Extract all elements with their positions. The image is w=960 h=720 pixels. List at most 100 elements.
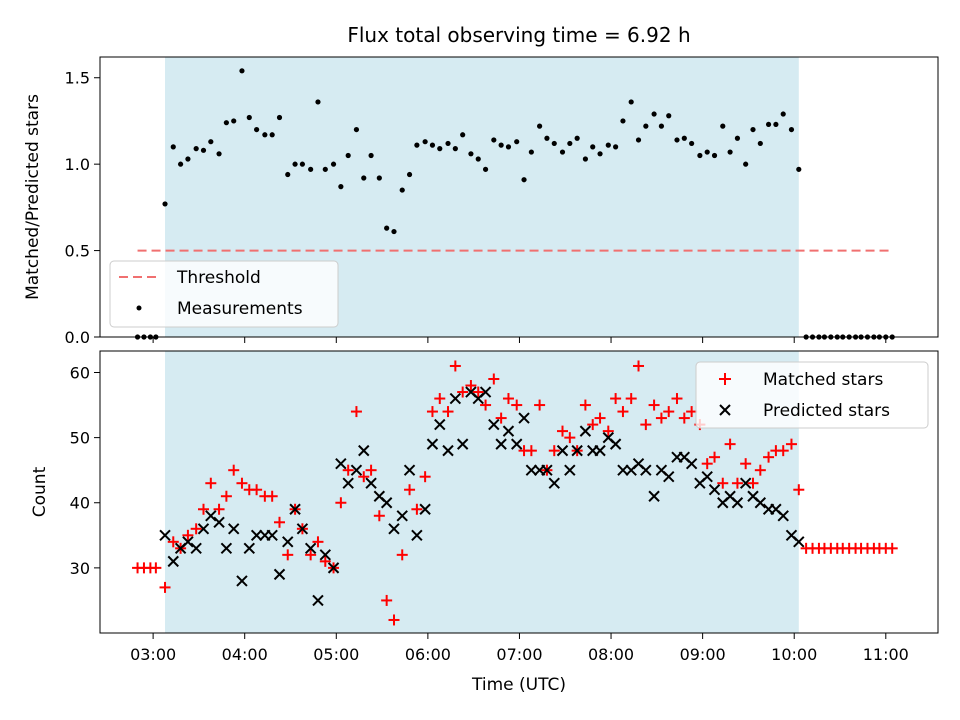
x-tick-label: 05:00 xyxy=(313,645,359,664)
predicted-point xyxy=(495,438,507,450)
measurement-point xyxy=(208,139,214,145)
predicted-point xyxy=(266,529,278,542)
measurement-point xyxy=(514,139,520,145)
measurement-point xyxy=(468,151,474,157)
y-tick-label: 1.5 xyxy=(65,69,90,88)
matched-point xyxy=(534,399,546,411)
predicted-point xyxy=(411,529,423,542)
legend-predicted-label: Predicted stars xyxy=(763,401,890,421)
predicted-point xyxy=(548,477,560,489)
predicted-point xyxy=(182,536,194,548)
predicted-point xyxy=(479,386,492,398)
predicted-point xyxy=(739,477,752,489)
predicted-point xyxy=(312,594,324,607)
matched-point xyxy=(251,484,263,496)
predicted-point xyxy=(396,510,408,522)
measurement-point xyxy=(162,201,168,207)
predicted-point xyxy=(685,457,698,470)
measurement-point xyxy=(643,123,649,129)
measurement-point xyxy=(788,126,795,133)
measurement-point xyxy=(734,135,741,141)
predicted-point xyxy=(708,484,721,496)
measurement-point xyxy=(185,156,191,162)
measurement-point xyxy=(537,123,543,129)
measurement-point xyxy=(780,111,786,117)
measurement-point xyxy=(796,166,802,172)
matched-point xyxy=(640,419,652,431)
predicted-point xyxy=(289,503,301,515)
predicted-point xyxy=(571,444,583,457)
matched-point xyxy=(228,464,240,476)
predicted-points xyxy=(159,386,805,607)
measurement-point xyxy=(475,156,481,162)
bottom-shaded-span xyxy=(165,351,799,633)
predicted-point xyxy=(205,510,217,522)
measurement-point xyxy=(482,166,489,172)
measurement-point xyxy=(720,123,726,129)
measurement-point xyxy=(414,142,420,148)
predicted-point xyxy=(319,549,332,561)
measurement-point xyxy=(452,146,458,152)
predicted-point xyxy=(511,438,523,450)
matched-point xyxy=(480,399,492,411)
matched-point xyxy=(724,438,736,450)
matched-point xyxy=(793,484,805,496)
predicted-point xyxy=(273,568,286,581)
measurement-point xyxy=(551,140,557,147)
measurement-point xyxy=(590,144,596,150)
predicted-point xyxy=(167,555,179,568)
matched-point xyxy=(557,425,569,437)
top-y-axis-label: Matched/Predicted stars xyxy=(23,94,43,300)
measurement-point xyxy=(231,118,237,124)
matched-point xyxy=(488,373,500,385)
legend-threshold-label: Threshold xyxy=(176,268,261,288)
matched-point xyxy=(220,490,232,502)
predicted-point xyxy=(426,438,439,450)
matched-point xyxy=(579,399,591,411)
matched-point xyxy=(686,406,698,418)
measurement-point xyxy=(582,156,588,162)
measurement-point xyxy=(308,166,314,172)
measurement-point xyxy=(391,228,397,235)
matched-point xyxy=(785,438,797,450)
matched-point xyxy=(396,549,408,561)
x-tick-label: 04:00 xyxy=(222,645,268,664)
matched-points xyxy=(132,360,898,626)
legend-measurements-swatch xyxy=(136,305,142,311)
predicted-point xyxy=(388,523,400,535)
predicted-point xyxy=(754,497,767,509)
measurement-point xyxy=(345,152,351,159)
measurement-point xyxy=(422,139,428,145)
matched-point xyxy=(625,393,637,405)
matched-point xyxy=(434,393,446,405)
measurement-point xyxy=(689,140,695,147)
measurement-point xyxy=(399,187,405,193)
matched-point xyxy=(587,419,599,431)
measurement-points xyxy=(134,68,895,340)
matched-point xyxy=(502,393,514,405)
measurement-point xyxy=(750,126,756,133)
measurement-point xyxy=(528,149,534,155)
measurement-point xyxy=(757,140,763,147)
matched-point xyxy=(319,555,331,567)
matched-point xyxy=(404,484,416,496)
measurement-point xyxy=(200,147,207,153)
predicted-point xyxy=(449,392,462,405)
predicted-point xyxy=(358,444,370,457)
matched-point xyxy=(419,471,431,483)
measurement-point xyxy=(674,137,680,143)
predicted-point xyxy=(250,529,263,542)
matched-point xyxy=(717,477,729,489)
matched-point xyxy=(182,529,194,541)
measurement-point xyxy=(322,166,328,172)
top-x-ticks xyxy=(152,337,887,343)
measurement-point xyxy=(711,152,718,159)
matched-point xyxy=(754,464,766,476)
matched-point xyxy=(457,386,469,398)
measurement-point xyxy=(429,142,436,148)
measurement-point xyxy=(292,161,298,167)
predicted-point xyxy=(213,516,225,528)
predicted-point xyxy=(304,542,317,555)
measurement-point xyxy=(651,111,657,117)
x-tick-label: 07:00 xyxy=(496,645,542,664)
